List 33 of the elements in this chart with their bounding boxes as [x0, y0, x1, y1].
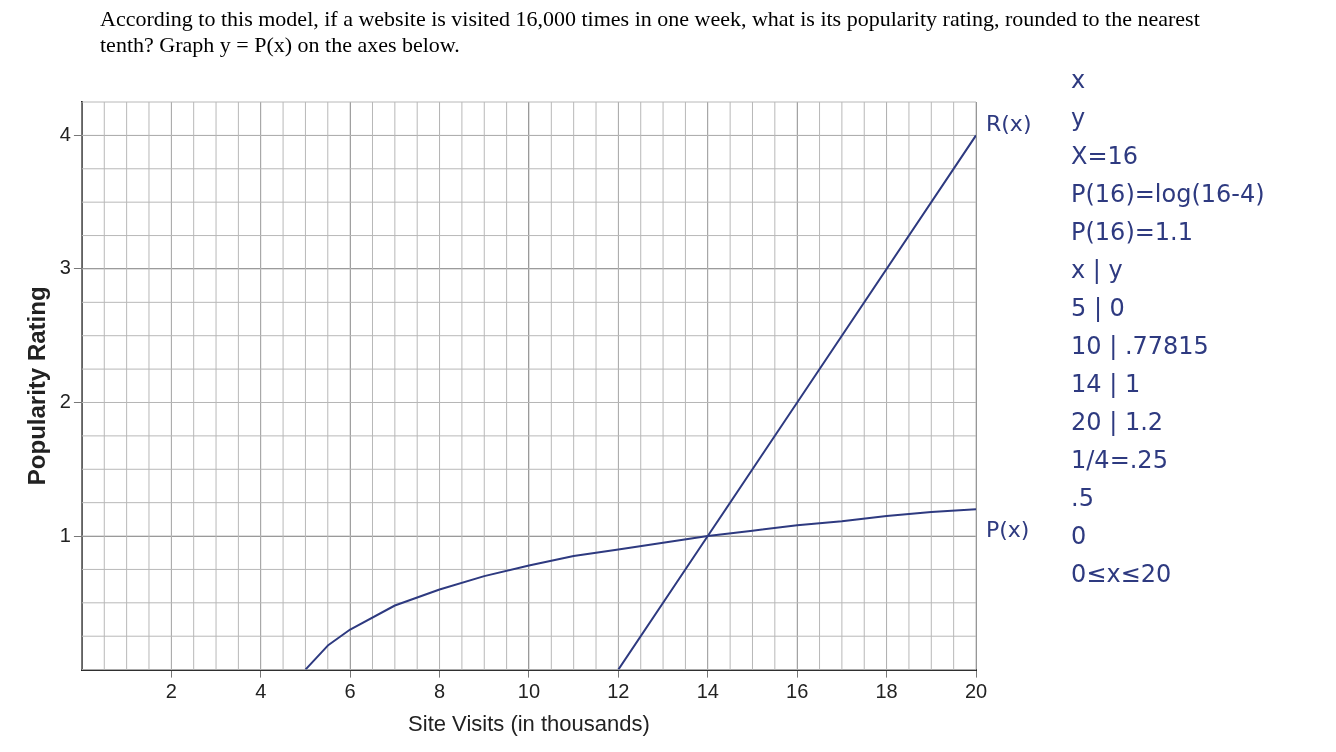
x-tick-label: 6	[344, 680, 356, 703]
y-tick-label: 1	[59, 523, 71, 546]
text: 0	[1071, 522, 1087, 551]
x-tick-label: 20	[964, 680, 988, 703]
text: 5 | 0	[1071, 294, 1125, 323]
text: 0≤x≤20	[1071, 560, 1172, 589]
series-label: P(x)	[986, 517, 1030, 543]
text: P(16)=1.1	[1071, 218, 1194, 247]
y-tick-label: 2	[59, 390, 71, 413]
chart-title: According to this model, if a website is visited 16,000 times in one week, what is its popularity rating, rounded to the nearest tenth? Graph y = P(x) on the axes below.	[99, 5, 1201, 59]
x-tick-label: 12	[607, 680, 630, 703]
text: x	[1071, 66, 1086, 95]
text: 1/4=.25	[1071, 446, 1168, 475]
text: 10 | .77815	[1071, 332, 1209, 361]
text: P(16)=log(16-4)	[1071, 180, 1265, 209]
y-tick-label: 3	[59, 256, 71, 279]
x-tick-label: 8	[433, 680, 446, 703]
text: X=16	[1071, 142, 1139, 171]
x-tick-label: 18	[875, 680, 898, 703]
x-axis-title: Site Visits (in thousands)	[408, 710, 650, 736]
x-tick-label: 4	[255, 680, 267, 703]
text: 20 | 1.2	[1071, 408, 1164, 437]
x-tick-label: 2	[165, 680, 177, 703]
text: .5	[1071, 484, 1094, 513]
text: y	[1071, 104, 1086, 133]
x-tick-label: 10	[517, 680, 541, 703]
y-axis-title: Popularity Rating	[23, 286, 51, 486]
x-tick-label: 16	[786, 680, 809, 703]
y-tick-label: 4	[59, 122, 71, 145]
text: x | y	[1071, 256, 1123, 285]
x-tick-label: 14	[696, 680, 719, 703]
text: 14 | 1	[1071, 370, 1141, 399]
series-label: R(x)	[986, 111, 1032, 137]
